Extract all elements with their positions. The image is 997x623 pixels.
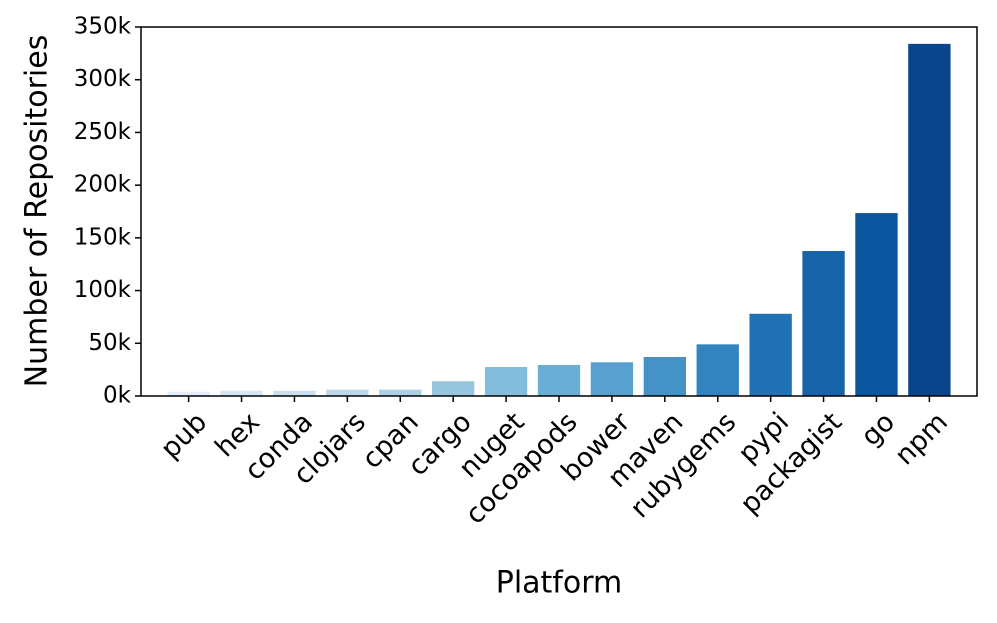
y-tick-label: 50k <box>88 330 131 356</box>
plot-frame <box>140 26 978 397</box>
bar <box>855 213 898 396</box>
bar <box>484 367 528 396</box>
y-tick-label: 300k <box>74 66 132 92</box>
bar <box>749 313 792 396</box>
bar <box>802 251 845 396</box>
y-tick-label: 150k <box>74 224 132 250</box>
bar <box>537 364 581 396</box>
bar <box>167 391 210 396</box>
bar <box>696 344 739 396</box>
bar <box>908 43 951 397</box>
x-axis-label: Platform <box>496 566 623 601</box>
y-tick-label: 250k <box>74 119 132 145</box>
bar <box>326 389 369 396</box>
bar <box>643 356 686 396</box>
y-tick-label: 0k <box>103 383 132 409</box>
y-axis-label: Number of Repositories <box>20 35 55 388</box>
bar <box>432 381 475 396</box>
y-tick-label: 200k <box>74 172 132 198</box>
y-tick-label: 100k <box>74 277 132 303</box>
y-tick-label: 350k <box>74 14 132 40</box>
x-tick-label: pub <box>155 407 213 465</box>
bar <box>590 362 634 396</box>
bar <box>220 390 263 396</box>
bar <box>273 390 316 396</box>
x-tick-label: npm <box>889 407 954 472</box>
bar <box>379 389 422 396</box>
